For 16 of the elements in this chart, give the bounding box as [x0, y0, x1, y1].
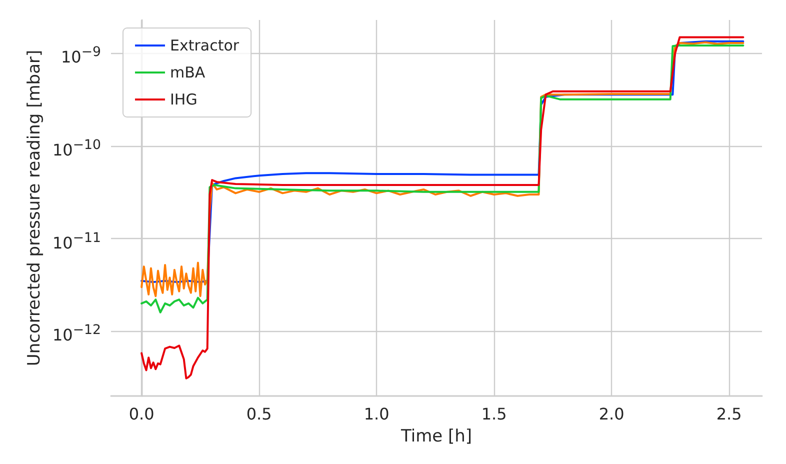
legend-label: IHG	[170, 90, 198, 108]
x-tick-label: 0.5	[246, 404, 272, 424]
legend-label: Extractor	[170, 36, 240, 54]
x-tick-label: 1.0	[364, 404, 390, 424]
x-tick-label: 2.0	[598, 404, 624, 424]
legend-label: mBA	[170, 64, 206, 82]
x-tick-label: 1.5	[481, 404, 507, 424]
y-tick-label: 10$^{−11}$	[52, 230, 101, 254]
y-tick-label: 10$^{−10}$	[52, 137, 101, 162]
x-tick-label: 2.5	[716, 404, 742, 424]
x-tick-label: 0.0	[128, 404, 154, 424]
line-series	[140, 36, 744, 380]
y-axis-title: Uncorrected pressure reading [mbar]	[24, 50, 44, 366]
y-tick-label: 10$^{−9}$	[60, 44, 101, 69]
y-tick-label: 10$^{−12}$	[52, 322, 101, 347]
x-axis-title: Time [h]	[400, 426, 472, 446]
